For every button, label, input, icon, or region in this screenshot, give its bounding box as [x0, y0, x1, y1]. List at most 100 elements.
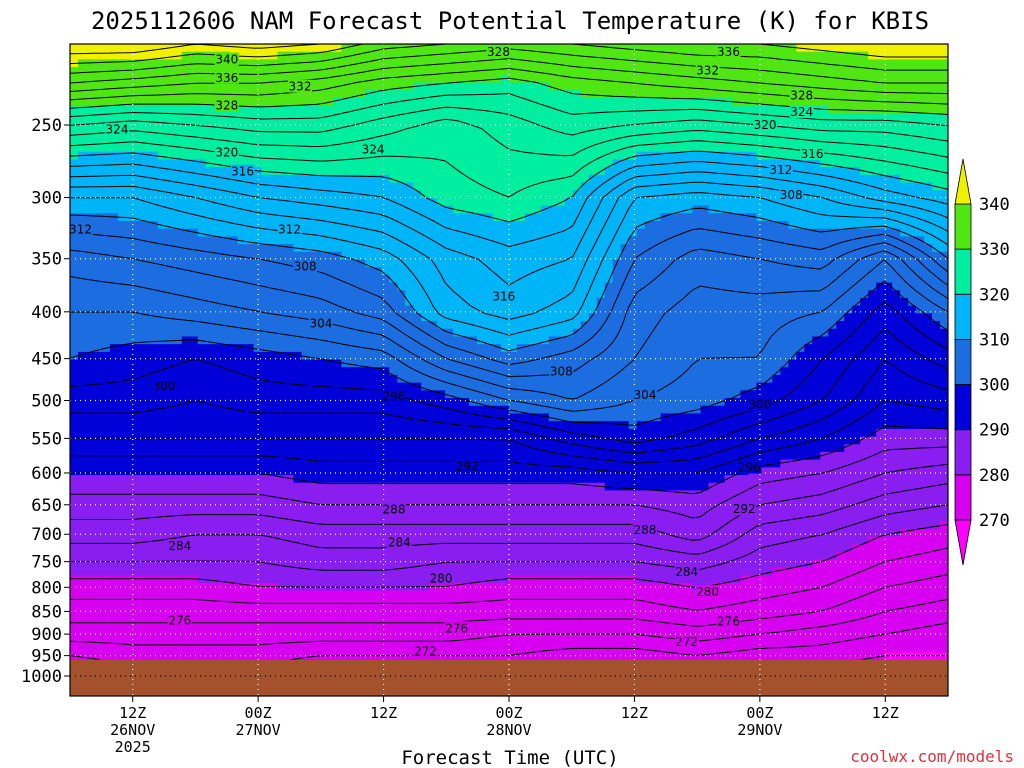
y-tick-label: 450	[31, 350, 62, 370]
credit-text: coolwx.com/models	[850, 747, 1014, 766]
theta-band-cell	[70, 398, 470, 407]
contour-line-272	[70, 622, 948, 661]
theta-band-cell	[70, 328, 454, 338]
contour-label-bg	[779, 187, 804, 201]
theta-band-cell	[70, 598, 948, 607]
contour-label-bg	[230, 164, 255, 178]
contour-label-bg	[381, 389, 407, 403]
y-tick-label: 300	[31, 189, 62, 209]
theta-band-cell	[501, 344, 518, 353]
theta-band-cell	[70, 205, 454, 214]
colorbar-label: 340	[979, 195, 1010, 215]
theta-band-cell	[197, 228, 638, 238]
contour-line-310	[70, 207, 948, 352]
theta-band-cell	[70, 382, 422, 391]
contour-label-bg	[455, 459, 480, 473]
theta-band-cell	[612, 159, 821, 168]
y-tick-label: 400	[31, 303, 62, 323]
theta-band-cell	[740, 575, 948, 584]
theta-band-cell	[421, 190, 574, 199]
x-axis-label: Forecast Time (UTC)	[401, 747, 618, 768]
contour-label-bg	[308, 316, 333, 330]
contour-label-bg	[381, 502, 407, 516]
theta-band-cell	[70, 405, 510, 415]
contour-labels: 340 336 332 328 324 320 316 312 312 308 304 300 296 2…	[70, 44, 825, 658]
theta-band-cell	[70, 351, 79, 361]
theta-band-cell	[70, 413, 550, 422]
y-tick-label: 600	[31, 464, 62, 484]
theta-band-cell	[868, 51, 948, 60]
contour-line-286	[70, 463, 948, 541]
theta-band-cell	[708, 582, 948, 592]
y-tick-label: 950	[31, 647, 62, 667]
contour-label-bg	[674, 635, 699, 648]
contour-label: 304	[633, 388, 656, 402]
y-tick-label: 900	[31, 625, 62, 645]
theta-band-cell	[852, 544, 948, 553]
contour-label-bg	[789, 105, 814, 119]
contour-line-290	[70, 425, 948, 495]
chart-title: 2025112606 NAM Forecast Potential Temper…	[91, 7, 929, 35]
y-tick-label: 650	[31, 496, 62, 516]
contour-line-278	[70, 547, 948, 611]
theta-band-cell	[70, 605, 948, 615]
theta-band-cell	[157, 221, 646, 230]
contour-label-bg	[104, 122, 130, 136]
theta-band-cell	[548, 336, 813, 345]
theta-band-cell	[253, 344, 502, 353]
theta-band-cell	[70, 636, 948, 645]
theta-band-cell	[429, 582, 694, 592]
contour-label-bg	[287, 79, 313, 93]
theta-band-cell	[708, 482, 948, 492]
colorbar-label: 300	[979, 376, 1010, 396]
x-tick-label: 12Z	[370, 704, 397, 722]
theta-band-cell	[604, 167, 861, 176]
theta-band-cell	[341, 251, 622, 261]
theta-band-cell	[932, 182, 948, 191]
theta-band-cell	[197, 336, 478, 345]
theta-band-cell	[644, 221, 789, 230]
contour-label-bg	[444, 621, 469, 635]
theta-band-cell	[117, 213, 494, 222]
theta-band-cell	[261, 167, 606, 176]
theta-band-cell	[788, 359, 948, 368]
theta-band-cell	[453, 328, 574, 338]
theta-band-cell	[932, 313, 948, 322]
theta-band-cell	[365, 259, 614, 268]
theta-band-cell	[437, 197, 566, 207]
theta-band-cell	[70, 459, 781, 468]
contour-label: 308	[550, 365, 573, 379]
theta-band-cell	[70, 613, 948, 622]
theta-band-cell	[70, 367, 390, 376]
contour-label-bg	[747, 397, 772, 411]
theta-band-cell	[796, 44, 948, 53]
theta-band-cell	[70, 113, 948, 122]
contour-label: 296	[383, 390, 406, 404]
theta-band-cell	[884, 652, 948, 661]
theta-band-cell	[724, 475, 948, 484]
theta-band-cell	[852, 305, 917, 314]
contour-label: 284	[168, 539, 191, 553]
theta-band-cell	[70, 475, 295, 484]
theta-band-cell	[900, 228, 948, 238]
theta-band-cell	[70, 436, 861, 445]
plot-area: 340 336 332 328 324 320 316 312 312 308 304 300 296 2…	[70, 44, 948, 696]
theta-band-cell	[70, 313, 422, 322]
theta-band-cell	[70, 428, 877, 438]
contour-label: 332	[696, 64, 719, 78]
contour-label-bg	[361, 142, 386, 156]
theta-band-cell	[732, 97, 948, 107]
contour-label-bg	[70, 222, 93, 236]
contour-line-322	[70, 140, 948, 198]
theta-band-cell	[341, 359, 789, 368]
theta-band-cell	[70, 528, 901, 538]
theta-band-cell	[70, 336, 183, 345]
x-tick-label: 00Z	[495, 704, 522, 722]
contour-line-302	[70, 259, 948, 412]
contour-label: 328	[790, 88, 813, 102]
contour-label-bg	[152, 378, 177, 392]
theta-band-cell	[812, 336, 948, 345]
theta-band-cell	[70, 282, 398, 291]
theta-band-cell	[70, 544, 853, 553]
